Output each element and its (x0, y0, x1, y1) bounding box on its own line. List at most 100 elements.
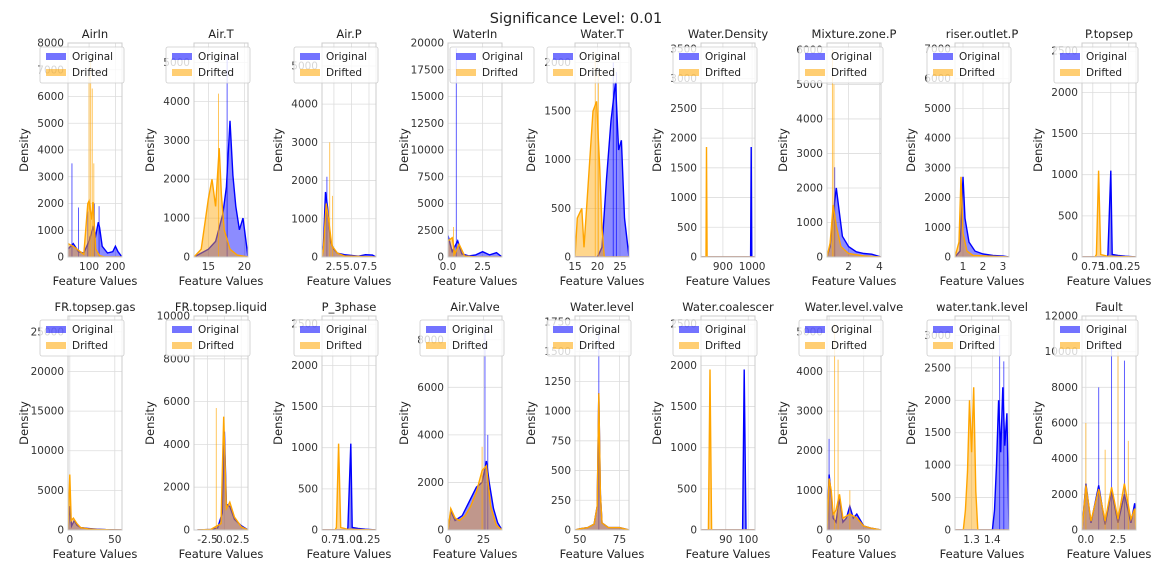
subplot-title: Fault (1095, 300, 1123, 314)
y-tick-label: 3000 (796, 406, 823, 418)
plot-area (955, 335, 1009, 530)
x-tick-label: 7.5 (361, 261, 378, 273)
y-tick-label: 500 (298, 483, 318, 495)
y-tick-label: 8000 (1051, 382, 1078, 394)
plot-area (322, 443, 376, 530)
legend-swatch-drifted (172, 69, 192, 76)
y-tick-label: 1000 (1051, 169, 1078, 181)
y-tick-label: 0 (690, 252, 697, 264)
y-tick-label: 2000 (924, 192, 951, 204)
subplot-water-level: 025050075010001250150017505075Water.leve… (524, 300, 644, 561)
x-tick-label: 1.00 (1099, 261, 1122, 273)
legend: Original Drifted (926, 46, 1012, 84)
legend-swatch-drifted (933, 342, 953, 349)
y-axis-label: Density (524, 128, 538, 172)
legend-label-original: Original (72, 51, 113, 63)
x-axis-label: Feature Values (940, 274, 1025, 288)
y-tick-label: 1500 (291, 401, 318, 413)
x-axis-label: Feature Values (433, 547, 518, 561)
plot-area (955, 176, 1009, 257)
y-tick-label: 4000 (37, 145, 64, 157)
x-tick-label: 1.25 (1117, 261, 1140, 273)
x-tick-label: 2 (845, 261, 852, 273)
legend-label-original: Original (831, 51, 872, 63)
plot-area (197, 408, 248, 530)
y-axis-label: Density (1031, 401, 1045, 445)
legend: Original Drifted (165, 46, 251, 84)
series-line-drifted (1082, 483, 1136, 530)
y-tick-label: 2000 (291, 175, 318, 187)
x-tick-label: 0 (66, 534, 73, 546)
series-line-original (955, 176, 1009, 257)
y-tick-label: 4000 (796, 113, 823, 125)
legend: Original Drifted (419, 319, 505, 357)
y-tick-label: 1500 (924, 427, 951, 439)
legend-label-original: Original (326, 51, 367, 63)
y-axis-label: Density (904, 128, 918, 172)
x-tick-label: 1.25 (357, 534, 380, 546)
legend-label-original: Original (72, 324, 113, 336)
y-tick-label: 2000 (796, 445, 823, 457)
y-tick-label: 4000 (291, 99, 318, 111)
y-tick-label: 2000 (163, 482, 190, 494)
y-tick-label: 5000 (37, 118, 64, 130)
plot-area (827, 323, 881, 530)
x-tick-label: 0.0 (440, 261, 457, 273)
y-tick-label: 4000 (163, 96, 190, 108)
axes-frame (700, 42, 756, 258)
y-tick-label: 6000 (1051, 418, 1078, 430)
series-line-original (194, 120, 248, 257)
legend: Original Drifted (926, 319, 1012, 357)
subplot-water-coalescer: 0500100015002000250090100Water.coalescer… (650, 300, 774, 561)
legend-label-original: Original (198, 51, 239, 63)
series-line-drifted (955, 387, 1009, 530)
x-axis-label: Feature Values (940, 547, 1025, 561)
y-axis-label: Density (17, 128, 31, 172)
x-tick-label: -2.5 (197, 534, 218, 546)
legend-swatch-original (172, 53, 192, 60)
legend: Original Drifted (1053, 46, 1139, 84)
legend-label-drifted: Drifted (959, 67, 995, 79)
series-line-drifted (575, 393, 629, 530)
y-axis-label: Density (143, 128, 157, 172)
series-line-drifted (701, 369, 755, 530)
y-tick-label: 1500 (670, 401, 697, 413)
subplot-title: Water.coalescer (682, 300, 774, 314)
y-tick-label: 2000 (670, 133, 697, 145)
series-area-original (701, 147, 755, 257)
x-tick-label: 0 (826, 534, 833, 546)
legend-swatch-drifted (456, 69, 476, 76)
series-area-drifted (575, 101, 629, 257)
legend-label-drifted: Drifted (831, 67, 867, 79)
series-area-drifted (448, 465, 502, 530)
subplot-waterin: 0 2500 5000 7500 10000 12500 15000 17500 20000 0.… (397, 27, 535, 288)
axes-frame (193, 42, 249, 258)
legend-swatch-original (1060, 53, 1080, 60)
subplot-title: riser.outlet.P (946, 27, 1019, 41)
subplot-title: Mixture.zone.P (812, 27, 897, 41)
y-tick-label: 0 (1071, 525, 1078, 537)
y-tick-label: 1500 (544, 106, 571, 118)
legend-label-original: Original (482, 51, 523, 63)
axes-frame (700, 315, 756, 531)
legend: Original Drifted (293, 46, 379, 84)
series-area-drifted (68, 474, 122, 530)
legend-swatch-original (172, 326, 192, 333)
legend: Original Drifted (672, 319, 758, 357)
subplot-fr-topsep-gas: 0500010000150002000025000050FR.topsep.ga… (17, 300, 137, 561)
subplot-title: Water.level.valve (805, 300, 904, 314)
plot-area (448, 327, 502, 530)
plot-area (1082, 342, 1136, 530)
y-tick-label: 1500 (1051, 128, 1078, 140)
series-area-drifted (575, 393, 629, 530)
series-line-drifted (197, 416, 248, 530)
x-tick-label: 50 (108, 534, 121, 546)
plot-area (575, 333, 629, 530)
y-tick-label: 2000 (163, 174, 190, 186)
series-area-original (955, 387, 1009, 530)
y-tick-label: 1000 (670, 442, 697, 454)
y-tick-label: 17500 (411, 64, 444, 76)
y-axis-label: Density (776, 128, 790, 172)
y-tick-label: 10000 (411, 145, 444, 157)
